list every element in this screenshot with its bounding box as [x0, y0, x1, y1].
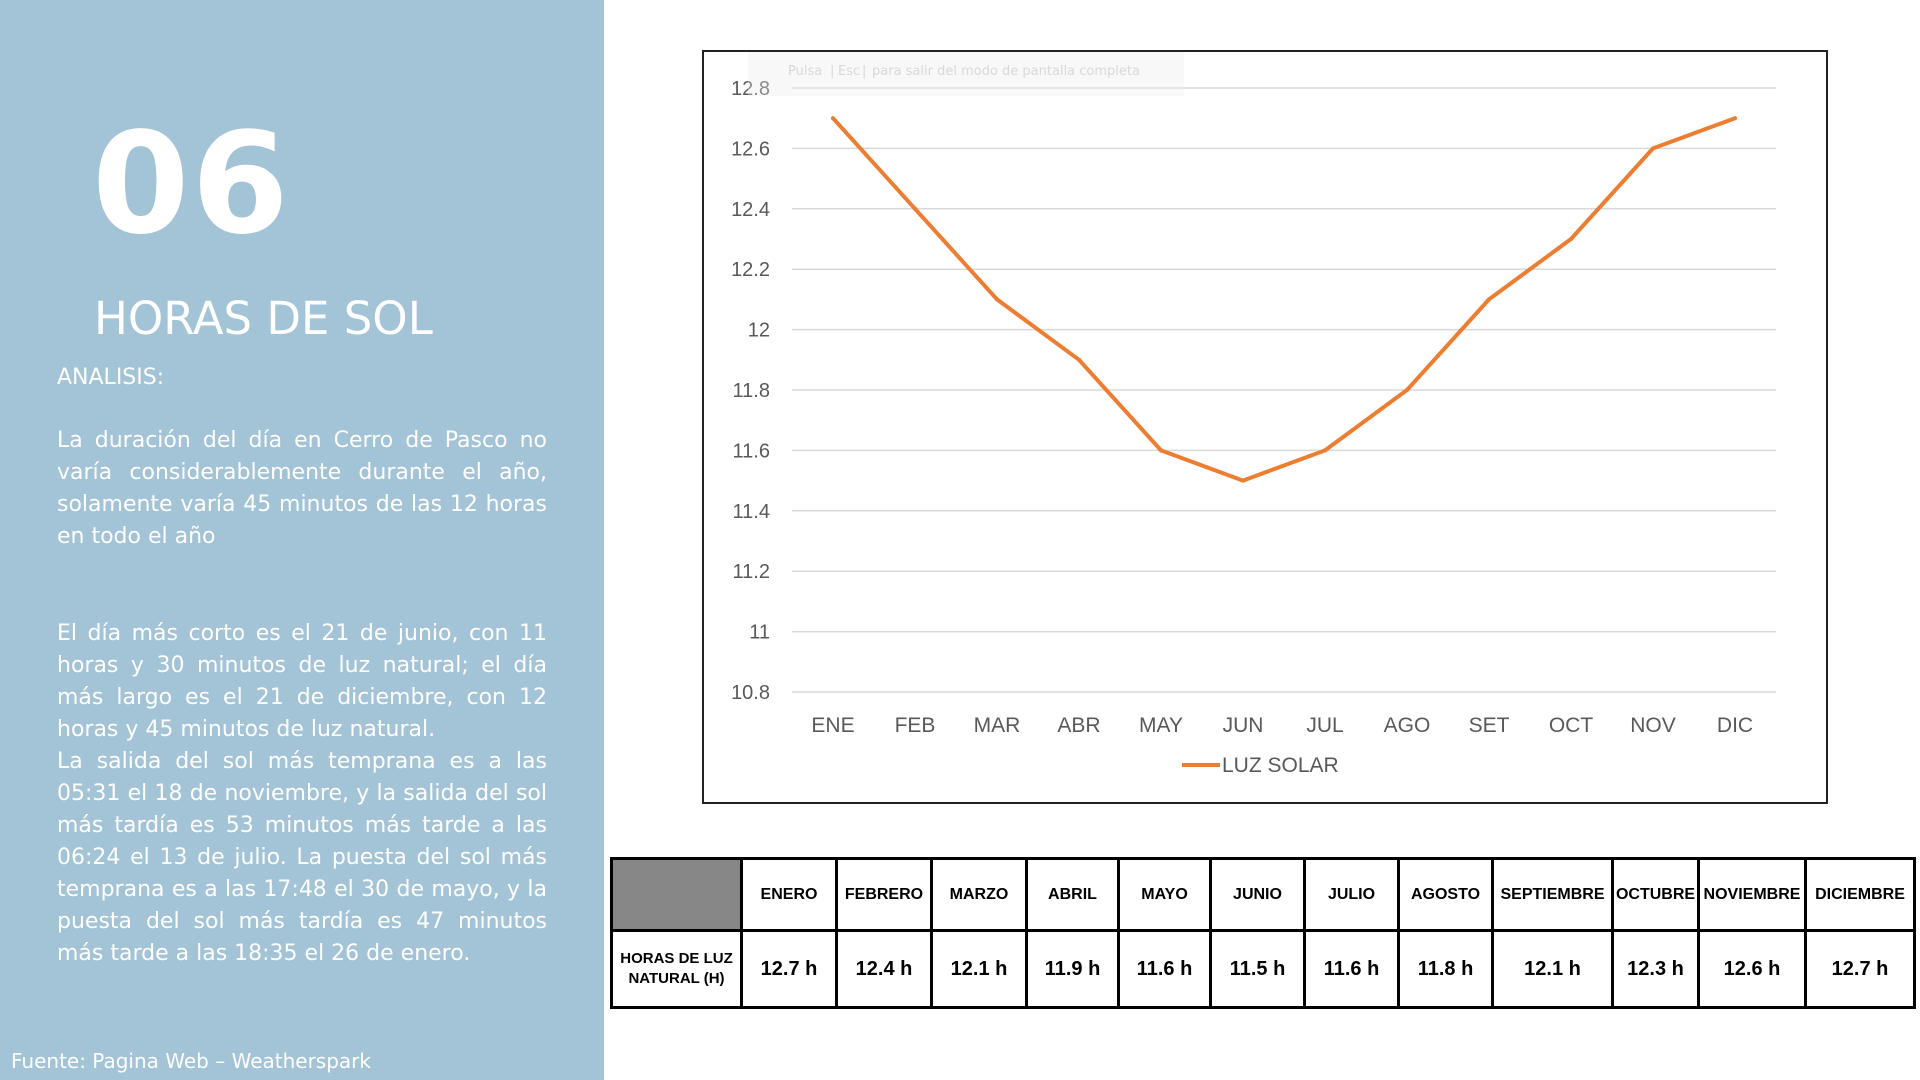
x-tick-label: ENE: [811, 714, 854, 737]
table-value-cell: 12.3 h: [1611, 929, 1700, 1009]
analysis-paragraph-3: La salida del sol más temprana es a las …: [57, 749, 547, 966]
analysis-label: ANALISIS:: [57, 365, 165, 390]
x-tick-label: JUN: [1223, 714, 1264, 737]
y-tick-label: 11.4: [733, 501, 770, 523]
data-point: [1405, 388, 1409, 392]
x-tick-label: MAY: [1139, 714, 1183, 737]
table-header-cell: MAYO: [1117, 857, 1212, 932]
table-header-cell: MARZO: [930, 857, 1028, 932]
table-header-cell: OCTUBRE: [1611, 857, 1700, 932]
analysis-paragraph-1: La duración del día en Cerro de Pasco no…: [57, 428, 547, 549]
y-tick-label: 11.8: [733, 380, 770, 402]
x-tick-label: JUL: [1306, 714, 1343, 737]
table-corner-cell: [610, 857, 743, 932]
analysis-paragraph-2: El día más corto es el 21 de junio, con …: [57, 621, 547, 742]
table-value-cell: 12.7 h: [740, 929, 838, 1009]
data-point: [831, 116, 835, 121]
fullscreen-hint: Pulsa | Esc | para salir del modo de pan…: [748, 52, 1184, 96]
table-value-cell: 11.5 h: [1209, 929, 1306, 1009]
table-header-row: ENERO FEBRERO MARZO ABRIL MAYO JUNIO JUL…: [610, 857, 1916, 932]
table-header-cell: FEBRERO: [835, 857, 933, 932]
data-point: [913, 206, 917, 211]
data-point: [995, 297, 999, 302]
fullscreen-hint-key-2: Esc: [838, 64, 861, 79]
series-line-luz-solar: [831, 116, 1737, 483]
y-tick-label: 11: [749, 622, 770, 644]
data-point: [1077, 357, 1081, 362]
table-row-label: HORAS DE LUZ NATURAL (H): [610, 929, 743, 1009]
chart-frame: 10.8 11 11.2 11.4 11.6 11.8 12 12.2 12.4 12.6 12.8…: [702, 50, 1828, 804]
daylight-table: ENERO FEBRERO MARZO ABRIL MAYO JUNIO JUL…: [610, 857, 1916, 1009]
table-value-cell: 12.1 h: [930, 929, 1028, 1009]
table-header-cell: ENERO: [740, 857, 838, 932]
table-header-cell: NOVIEMBRE: [1697, 857, 1807, 932]
x-tick-label: SET: [1469, 714, 1510, 737]
table-header-cell: JULIO: [1303, 857, 1400, 932]
y-tick-label: 12: [748, 320, 770, 342]
data-point: [1241, 478, 1245, 483]
legend-label: LUZ SOLAR: [1222, 754, 1339, 777]
x-tick-label: OCT: [1549, 714, 1594, 737]
fullscreen-hint-message: para salir del modo de pantalla completa: [872, 64, 1140, 79]
table-header-cell: AGOSTO: [1397, 857, 1494, 932]
table-value-cell: 12.1 h: [1491, 929, 1614, 1009]
section-number: 06: [92, 103, 291, 266]
table-header-cell: SEPTIEMBRE: [1491, 857, 1614, 932]
data-point: [1569, 237, 1573, 241]
x-tick-label: ABR: [1057, 714, 1100, 737]
table-header-cell: DICIEMBRE: [1804, 857, 1916, 932]
y-tick-label: 12.8: [731, 78, 770, 100]
table-value-cell: 11.6 h: [1303, 929, 1400, 1009]
data-point: [1487, 297, 1491, 302]
data-point: [1159, 448, 1163, 453]
table-value-cell: 11.9 h: [1025, 929, 1120, 1009]
y-tick-label: 11.2: [733, 561, 770, 583]
table-value-cell: 12.4 h: [835, 929, 933, 1009]
x-tick-label: FEB: [895, 714, 936, 737]
data-point: [1733, 116, 1737, 121]
table-header-cell: JUNIO: [1209, 857, 1306, 932]
y-tick-label: 12.4: [731, 199, 770, 221]
table-value-cell: 12.7 h: [1804, 929, 1916, 1009]
fullscreen-hint-separator: |: [830, 64, 835, 79]
y-tick-label: 11.6: [733, 440, 770, 462]
fullscreen-hint-key-1: Pulsa: [788, 64, 823, 79]
y-tick-label: 10.8: [731, 682, 770, 704]
x-tick-label: NOV: [1630, 714, 1676, 737]
x-tick-label: DIC: [1717, 714, 1753, 737]
table-value-cell: 12.6 h: [1697, 929, 1807, 1009]
y-tick-label: 12.2: [731, 259, 770, 281]
line-chart: 10.8 11 11.2 11.4 11.6 11.8 12 12.2 12.4 12.6 12.8…: [731, 78, 1776, 777]
left-panel: 06 HORAS DE SOL ANALISIS: La duración de…: [0, 0, 604, 1080]
page-title: HORAS DE SOL: [94, 292, 433, 345]
table-header-cell: ABRIL: [1025, 857, 1120, 932]
x-tick-label: MAR: [974, 714, 1021, 737]
table-value-cell: 11.8 h: [1397, 929, 1494, 1009]
table-row: HORAS DE LUZ NATURAL (H) 12.7 h 12.4 h 1…: [610, 929, 1916, 1009]
y-tick-label: 12.6: [731, 138, 770, 160]
x-tick-label: AGO: [1384, 714, 1431, 737]
data-point: [1323, 448, 1327, 453]
data-point: [1651, 146, 1655, 151]
table-value-cell: 11.6 h: [1117, 929, 1212, 1009]
source-note: Fuente: Pagina Web – Weatherspark: [11, 1049, 371, 1073]
fullscreen-hint-separator: |: [862, 64, 867, 79]
